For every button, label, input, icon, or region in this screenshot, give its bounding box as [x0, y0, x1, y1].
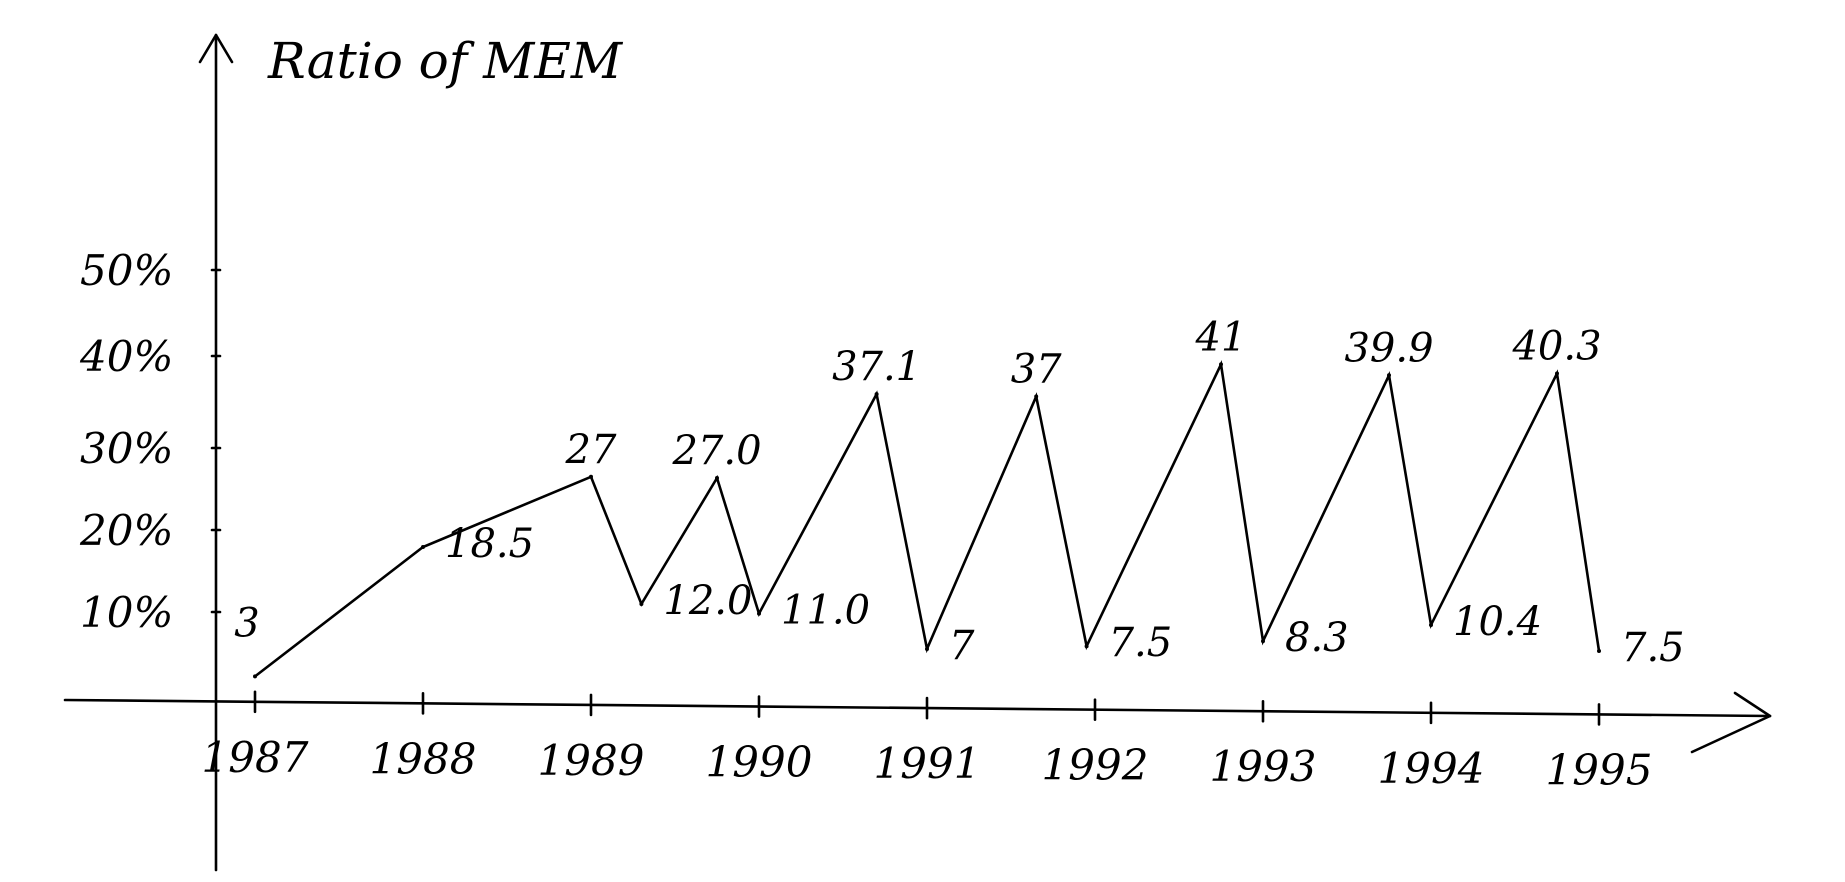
y-tick-label-40: 40%: [79, 332, 173, 381]
x-ticks: 1987 1988 1989 1990 1991 1992 1993 1994 1995: [202, 690, 1653, 794]
data-label-9: 7.5: [1109, 620, 1173, 666]
data-point-6: [874, 392, 879, 397]
x-tick-label-1994: 1994: [1378, 744, 1485, 793]
x-tick-label-1992: 1992: [1042, 741, 1149, 790]
data-point-1: [421, 545, 425, 550]
y-ticks: 10% 20% 30% 40% 50%: [79, 246, 222, 637]
data-label-1: 18.5: [445, 521, 534, 567]
data-label-13: 10.4: [1453, 599, 1542, 645]
data-point-11: [1261, 639, 1265, 644]
data-label-4: 27.0: [671, 428, 761, 474]
data-label-0: 3: [234, 600, 259, 646]
x-axis-arrowhead: [1690, 691, 1772, 754]
x-tick-label-1987: 1987: [202, 733, 309, 782]
y-axis-title: Ratio of MEM: [267, 32, 624, 90]
data-label-7: 7: [949, 623, 975, 669]
data-label-15: 7.5: [1621, 625, 1685, 671]
x-tick-label-1989: 1989: [538, 736, 645, 785]
data-point-5: [757, 611, 761, 616]
data-label-6: 37.1: [832, 344, 921, 390]
data-point-14: [1555, 371, 1559, 376]
y-tick-label-20: 20%: [79, 506, 173, 555]
data-point-7: [925, 646, 929, 651]
data-point-13: [1429, 622, 1433, 627]
data-label-11: 8.3: [1285, 615, 1349, 661]
x-tick-label-1990: 1990: [706, 738, 813, 787]
data-point-3: [639, 602, 644, 607]
data-point-4: [715, 475, 719, 480]
y-axis-arrowhead: [198, 33, 234, 64]
data-label-10: 41: [1195, 314, 1247, 360]
data-point-9: [1084, 644, 1089, 649]
data-label-2: 27: [565, 427, 617, 473]
data-label-5: 11.0: [781, 588, 870, 634]
data-point-2: [589, 474, 593, 479]
series: [253, 360, 1601, 679]
y-tick-label-10: 10%: [80, 588, 173, 637]
y-tick-label-50: 50%: [80, 246, 173, 295]
axes: [63, 33, 1772, 872]
series-line: [253, 360, 1601, 678]
data-point-0: [253, 674, 257, 679]
y-tick-label-30: 30%: [80, 424, 173, 473]
data-point-15: [1597, 649, 1601, 654]
data-label-3: 12.0: [663, 578, 752, 624]
data-point-10: [1219, 362, 1223, 367]
x-tick-label-1995: 1995: [1546, 745, 1653, 794]
data-label-8: 37: [1011, 347, 1062, 393]
data-point-8: [1034, 394, 1039, 399]
data-label-12: 39.9: [1344, 325, 1433, 371]
x-tick-label-1993: 1993: [1210, 742, 1317, 791]
x-tick-label-1988: 1988: [370, 734, 477, 783]
data-label-14: 40.3: [1511, 324, 1601, 370]
x-axis-line: [63, 698, 1772, 718]
data-point-12: [1387, 373, 1391, 378]
data-labels: 3 18.5 27 12.0 27.0 11.0 37.1 7 37 7.5 41 8.3 39.9 10…: [234, 314, 1684, 671]
x-tick-label-1991: 1991: [874, 739, 981, 788]
